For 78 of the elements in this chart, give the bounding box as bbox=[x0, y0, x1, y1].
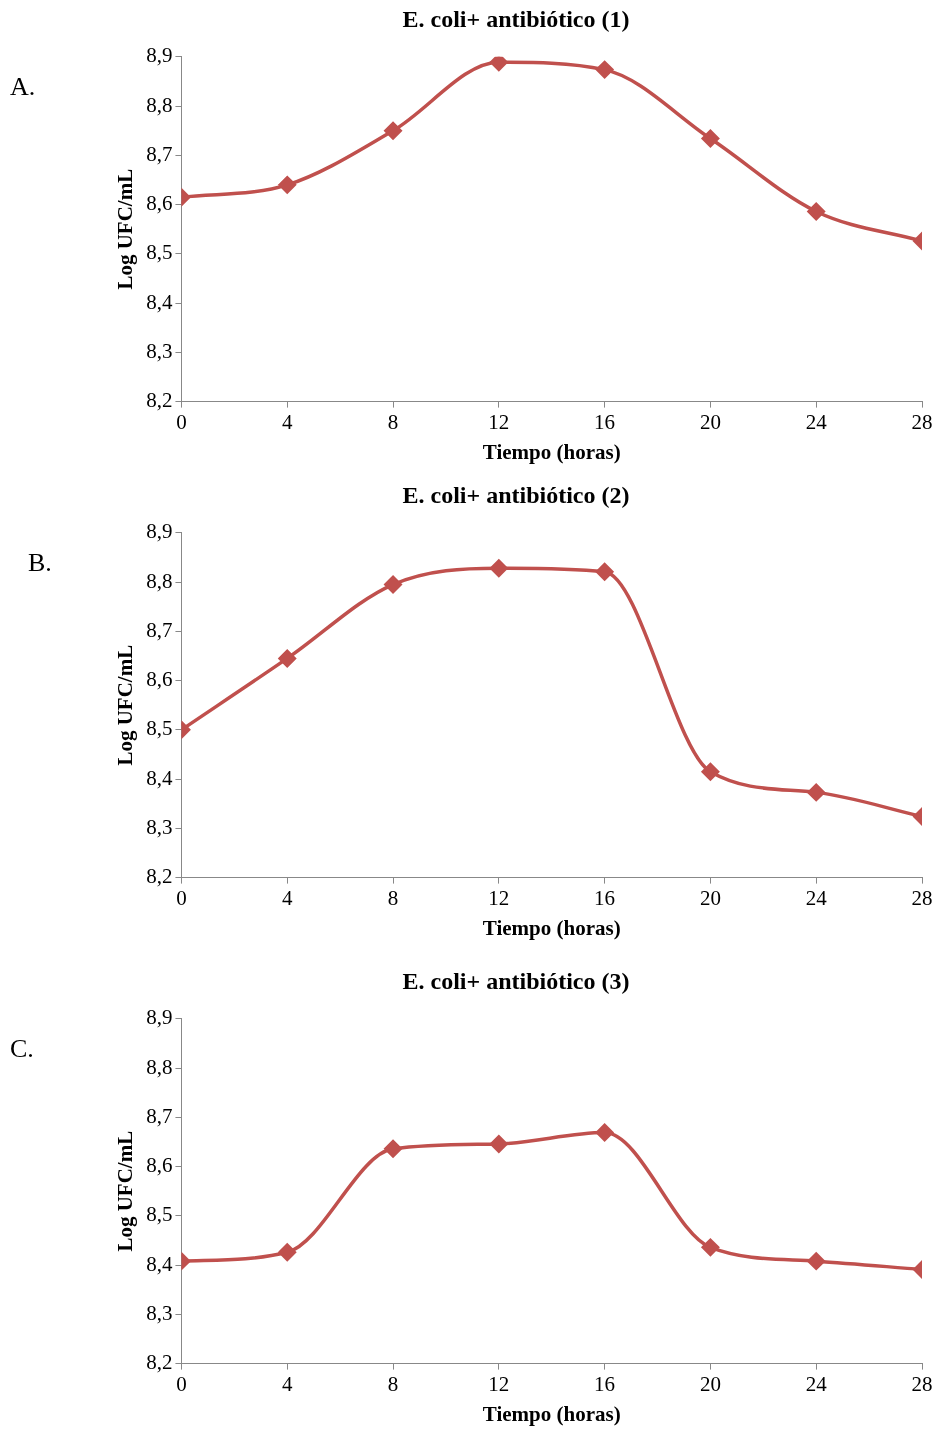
x-tick-label: 0 bbox=[176, 409, 187, 434]
text: C. bbox=[10, 1034, 34, 1064]
x-tick-label: 8 bbox=[387, 409, 399, 434]
x-tick-label: 20 bbox=[699, 409, 721, 434]
x-tick-label: 0 bbox=[176, 885, 187, 910]
y-tick-label: 8,6 bbox=[146, 667, 173, 692]
y-tick-label: 8,5 bbox=[146, 240, 173, 265]
point bbox=[595, 1123, 614, 1142]
x-tick-label: 16 bbox=[594, 409, 616, 434]
y-tick-label: 8,8 bbox=[146, 1054, 173, 1079]
y-tick-label: 8,2 bbox=[146, 388, 173, 413]
point bbox=[490, 559, 508, 578]
x-tick-label: 8 bbox=[387, 885, 399, 910]
y-tick-label: 8,4 bbox=[146, 765, 173, 790]
y-axis-title: Log UFC/mL bbox=[113, 1130, 138, 1252]
y-tick-label: 8,2 bbox=[146, 864, 173, 889]
x-tick-label: 24 bbox=[805, 409, 828, 434]
point bbox=[384, 121, 402, 140]
x-tick-label: 20 bbox=[699, 885, 721, 910]
y-tick-label: 8,9 bbox=[146, 43, 173, 68]
x-tick-label: 20 bbox=[699, 1371, 721, 1396]
chart-title: E. coli+ antibiótico (1) bbox=[402, 5, 630, 32]
y-axis-title: Log UFC/mL bbox=[113, 168, 138, 290]
point bbox=[384, 1140, 402, 1158]
point bbox=[278, 1243, 296, 1262]
x-tick-label: 12 bbox=[488, 409, 510, 434]
y-tick-label: 8,7 bbox=[146, 141, 173, 166]
y-tick-label: 8,8 bbox=[146, 568, 173, 593]
x-tick-label: 8 bbox=[387, 1371, 399, 1396]
x-tick-label: 12 bbox=[488, 1371, 510, 1396]
y-tick-label: 8,7 bbox=[146, 617, 173, 642]
point bbox=[807, 783, 825, 802]
x-axis-title: Tiempo (horas) bbox=[482, 1401, 621, 1426]
x-tick-label: 28 bbox=[911, 1371, 933, 1396]
point bbox=[701, 129, 720, 148]
y-tick-label: 8,6 bbox=[146, 191, 173, 216]
point bbox=[278, 176, 296, 194]
x-tick-label: 16 bbox=[594, 885, 616, 910]
y-tick-label: 8,7 bbox=[146, 1103, 173, 1128]
x-axis-title: Tiempo (horas) bbox=[482, 915, 621, 940]
y-tick-label: 8,5 bbox=[146, 1202, 173, 1227]
point bbox=[490, 1135, 508, 1153]
y-tick-label: 8,3 bbox=[146, 814, 173, 839]
point bbox=[278, 649, 296, 668]
y-tick-label: 8,3 bbox=[146, 1300, 173, 1325]
y-tick-label: 8,8 bbox=[146, 92, 173, 117]
x-tick-label: 4 bbox=[281, 1371, 293, 1396]
y-tick-label: 8,6 bbox=[146, 1153, 173, 1178]
point bbox=[384, 575, 402, 594]
x-tick-label: 0 bbox=[176, 1371, 187, 1396]
y-tick-label: 8,9 bbox=[146, 1005, 173, 1030]
y-tick-label: 8,2 bbox=[146, 1350, 173, 1375]
y-axis-title: Log UFC/mL bbox=[113, 644, 138, 766]
y-tick-label: 8,5 bbox=[146, 716, 173, 741]
x-tick-label: 28 bbox=[911, 409, 933, 434]
x-tick-label: 4 bbox=[281, 885, 293, 910]
point bbox=[701, 1238, 720, 1257]
point bbox=[595, 60, 614, 79]
x-tick-label: 24 bbox=[805, 1371, 828, 1396]
x-tick-label: 28 bbox=[911, 885, 933, 910]
x-tick-label: 16 bbox=[594, 1371, 616, 1396]
point bbox=[490, 56, 508, 71]
point bbox=[595, 562, 614, 581]
y-tick-label: 8,4 bbox=[146, 1251, 173, 1276]
y-tick-label: 8,3 bbox=[146, 338, 173, 363]
chart-title: E. coli+ antibiótico (3) bbox=[402, 967, 630, 994]
point bbox=[807, 202, 825, 221]
text: A. bbox=[10, 72, 36, 102]
y-tick-label: 8,9 bbox=[146, 519, 173, 544]
point bbox=[807, 1252, 825, 1270]
x-tick-label: 4 bbox=[281, 409, 293, 434]
x-tick-label: 24 bbox=[805, 885, 828, 910]
point bbox=[701, 762, 720, 781]
x-tick-label: 12 bbox=[488, 885, 510, 910]
text: B. bbox=[28, 548, 52, 578]
y-tick-label: 8,4 bbox=[146, 289, 173, 314]
x-axis-title: Tiempo (horas) bbox=[482, 439, 621, 464]
chart-title: E. coli+ antibiótico (2) bbox=[402, 481, 630, 508]
